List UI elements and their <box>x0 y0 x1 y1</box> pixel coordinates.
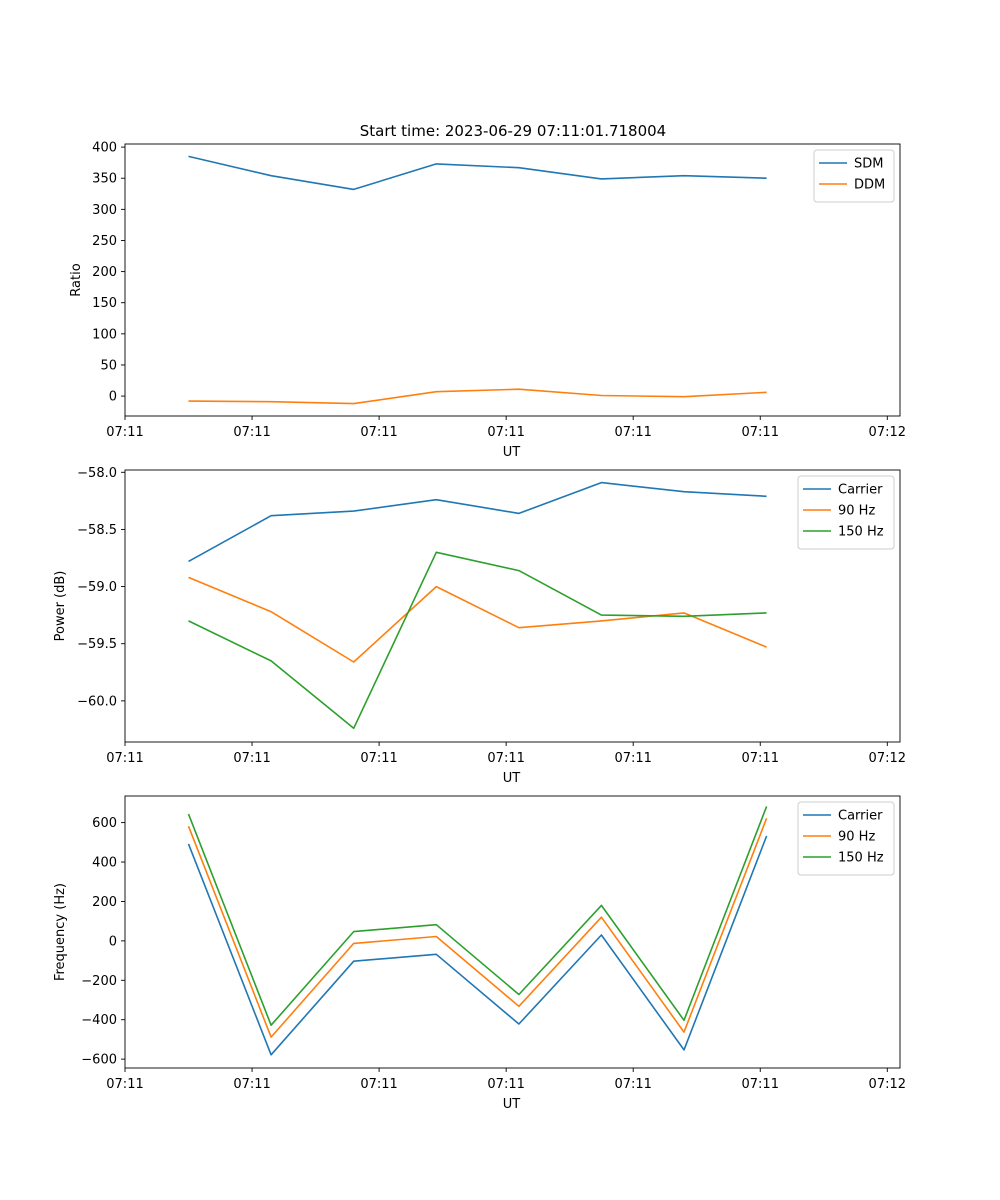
series-line-sdm <box>188 155 767 191</box>
y-tick-label: −58.5 <box>77 523 117 538</box>
x-tick-label: 07:11 <box>233 751 270 766</box>
legend-label: 150 Hz <box>838 851 884 866</box>
x-tick-label: 07:11 <box>614 751 651 766</box>
legend: SDM DDM <box>813 149 895 203</box>
axes-frame <box>124 143 901 417</box>
y-tick-label: −59.0 <box>77 580 117 595</box>
legend-label: Carrier <box>838 483 883 498</box>
axes-frame <box>124 795 901 1069</box>
x-axis-label: UT <box>503 1097 521 1112</box>
x-tick-label: 07:11 <box>614 1077 651 1092</box>
y-tick-label: 0 <box>109 390 117 405</box>
y-tick-label: 300 <box>92 203 117 218</box>
series-line-90-hz <box>187 818 768 1038</box>
x-tick-label: 07:11 <box>106 751 143 766</box>
y-tick-label: 250 <box>92 234 117 249</box>
y-tick-label: −58.0 <box>77 466 117 481</box>
chart-panel-2: 07:11 07:11 07:11 07:11 07:11 07:11 07:12 −60.0… <box>53 466 906 786</box>
y-tick-label: −600 <box>81 1053 117 1068</box>
y-tick-label: 200 <box>92 265 117 280</box>
x-tick-label: 07:11 <box>487 751 524 766</box>
series-line-150-hz <box>188 551 767 730</box>
y-tick-label: −400 <box>81 1013 117 1028</box>
x-tick-label: 07:11 <box>233 1077 270 1092</box>
legend-label: 90 Hz <box>838 830 875 845</box>
x-tick-label: 07:12 <box>869 1077 906 1092</box>
y-tick-label: 200 <box>92 895 117 910</box>
chart-panel-1: 07:11 07:11 07:11 07:11 07:11 07:11 07:12 0 50 10… <box>69 141 906 460</box>
x-tick-label: 07:11 <box>487 425 524 440</box>
y-axis-label: Frequency (Hz) <box>53 883 68 981</box>
x-tick-label: 07:11 <box>487 1077 524 1092</box>
legend: Carrier 90 Hz 150 Hz <box>797 801 895 876</box>
series-line-carrier <box>188 481 767 563</box>
y-tick-label: 100 <box>92 327 117 342</box>
x-tick-label: 07:11 <box>106 1077 143 1092</box>
x-tick-label: 07:12 <box>869 425 906 440</box>
legend: Carrier 90 Hz 150 Hz <box>797 475 895 550</box>
x-tick-label: 07:11 <box>614 425 651 440</box>
y-tick-label: 400 <box>92 856 117 871</box>
series-line-150-hz <box>187 806 768 1026</box>
axes-frame <box>124 469 901 743</box>
x-tick-label: 07:11 <box>360 751 397 766</box>
figure-title: Start time: 2023-06-29 07:11:01.718004 <box>360 122 666 140</box>
y-tick-label: 600 <box>92 816 117 831</box>
y-tick-label: −59.5 <box>77 637 117 652</box>
x-tick-label: 07:12 <box>869 751 906 766</box>
legend-label: DDM <box>854 178 885 193</box>
y-tick-label: 50 <box>100 358 117 373</box>
y-axis-label: Ratio <box>69 263 84 296</box>
legend-label: 150 Hz <box>838 525 884 540</box>
series-line-90-hz <box>188 576 767 663</box>
chart-panel-3: 07:11 07:11 07:11 07:11 07:11 07:11 07:12 −600 −… <box>53 795 906 1112</box>
y-axis-label: Power (dB) <box>53 571 68 642</box>
legend-label: 90 Hz <box>838 504 875 519</box>
y-tick-label: −200 <box>81 974 117 989</box>
x-tick-label: 07:11 <box>233 425 270 440</box>
y-tick-label: 150 <box>92 296 117 311</box>
x-tick-label: 07:11 <box>742 425 779 440</box>
legend-label: Carrier <box>838 809 883 824</box>
legend-label: SDM <box>854 157 883 172</box>
y-tick-label: 0 <box>109 934 117 949</box>
x-tick-label: 07:11 <box>742 751 779 766</box>
series-line-ddm <box>188 388 767 405</box>
y-tick-label: 400 <box>92 141 117 156</box>
x-axis-label: UT <box>503 445 521 460</box>
x-tick-label: 07:11 <box>106 425 143 440</box>
x-tick-label: 07:11 <box>742 1077 779 1092</box>
x-axis-label: UT <box>503 771 521 786</box>
series-line-carrier <box>187 835 768 1056</box>
x-tick-label: 07:11 <box>360 425 397 440</box>
y-tick-label: −60.0 <box>77 694 117 709</box>
x-tick-label: 07:11 <box>360 1077 397 1092</box>
y-tick-label: 350 <box>92 172 117 187</box>
